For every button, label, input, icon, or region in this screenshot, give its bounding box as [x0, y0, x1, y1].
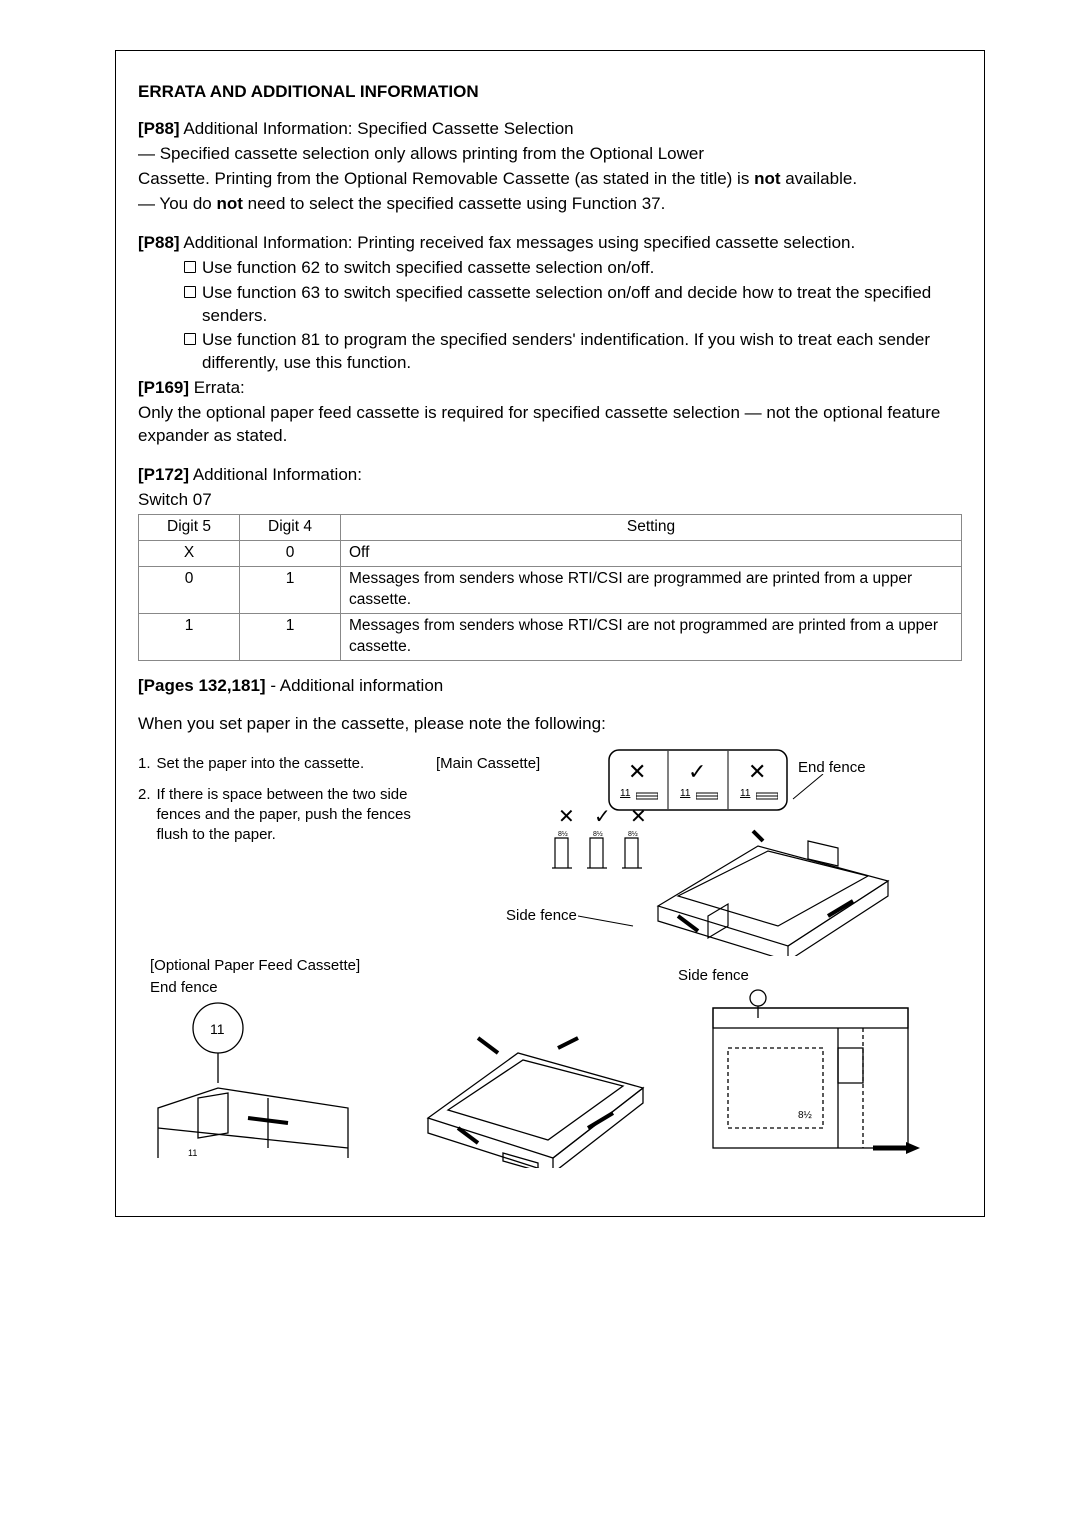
table-row: 0 1 Messages from senders whose RTI/CSI …: [139, 566, 962, 613]
page-title: ERRATA AND ADDITIONAL INFORMATION: [138, 81, 962, 104]
step-2: 2. If there is space between the two sid…: [138, 785, 438, 846]
cell-d4: 1: [240, 566, 341, 613]
svg-text:8½: 8½: [798, 1110, 813, 1121]
p172-switch: Switch 07: [138, 489, 962, 512]
th-digit4: Digit 4: [240, 515, 341, 541]
list-item: Use function 62 to switch specified cass…: [184, 257, 962, 280]
x-mark-icon: ✕: [558, 804, 575, 831]
p172-lead-text: Additional Information:: [189, 465, 362, 484]
list-item-text: Use function 63 to switch specified cass…: [202, 282, 962, 328]
p169-lead-text: Errata:: [189, 378, 245, 397]
list-item: Use function 81 to program the specified…: [184, 329, 962, 375]
cell-d4: 1: [240, 613, 341, 660]
pages132-lead-text: - Additional information: [266, 676, 444, 695]
p88a-l1b-a: Cassette. Printing from the Optional Rem…: [138, 169, 754, 188]
optional-cassette-iso-icon: [408, 998, 658, 1168]
page-frame: ERRATA AND ADDITIONAL INFORMATION [P88] …: [115, 50, 985, 1217]
x-mark-icon: ✕: [628, 757, 646, 787]
p169-lead: [P169] Errata:: [138, 377, 962, 400]
p88a-lead: [P88] Additional Information: Specified …: [138, 118, 962, 141]
end-fence-label-2: End fence: [150, 978, 218, 998]
cell-setting: Off: [341, 540, 962, 566]
pages132-lead: [Pages 132,181] - Additional information: [138, 675, 962, 698]
check-mark-icon: ✓: [688, 757, 706, 787]
step-number: 1.: [138, 754, 151, 774]
square-bullet-icon: [184, 286, 196, 298]
svg-text:11: 11: [188, 1148, 197, 1158]
p172-lead: [P172] Additional Information:: [138, 464, 962, 487]
cell-d5: 0: [139, 566, 240, 613]
p88a-lead-text: Additional Information: Specified Casset…: [180, 119, 574, 138]
p88b-lead: [P88] Additional Information: Printing r…: [138, 232, 962, 255]
main-cassette-label: [Main Cassette]: [436, 754, 540, 774]
square-bullet-icon: [184, 333, 196, 345]
leader-line-icon: [578, 911, 638, 931]
cell-setting: Messages from senders whose RTI/CSI are …: [341, 566, 962, 613]
p88a-tag: [P88]: [138, 119, 180, 138]
p88b-list: Use function 62 to switch specified cass…: [138, 257, 962, 376]
figure-area: 1. Set the paper into the cassette. 2. I…: [138, 746, 962, 1186]
p88a-line1b: Cassette. Printing from the Optional Rem…: [138, 168, 962, 191]
x-mark-icon: ✕: [748, 757, 766, 787]
step-text: If there is space between the two side f…: [157, 785, 438, 846]
table-row: X 0 Off: [139, 540, 962, 566]
list-item: Use function 63 to switch specified cass…: [184, 282, 962, 328]
p88a-l1b-bold: not: [754, 169, 780, 188]
side-fence-label: Side fence: [506, 906, 577, 926]
eighthalf-tiny: 8½: [593, 830, 603, 838]
main-cassette-drawing-icon: [638, 786, 908, 956]
switch-table: Digit 5 Digit 4 Setting X 0 Off 0 1 Mess…: [138, 514, 962, 661]
eighthalf-tiny: 8½: [558, 830, 568, 838]
p88a-l2a: — You do: [138, 194, 216, 213]
check-mark-icon: ✓: [594, 804, 611, 831]
side-fence-label-2: Side fence: [678, 966, 749, 986]
cell-d4: 0: [240, 540, 341, 566]
svg-text:11: 11: [210, 1021, 225, 1037]
p88a-l2b: need to select the specified cassette us…: [243, 194, 665, 213]
p172-tag: [P172]: [138, 465, 189, 484]
cell-setting: Messages from senders whose RTI/CSI are …: [341, 613, 962, 660]
th-setting: Setting: [341, 515, 962, 541]
optional-cassette-end-fence-icon: 11 11: [148, 998, 358, 1168]
pages132-tag: [Pages 132,181]: [138, 676, 266, 695]
p88a-l1b-c: available.: [781, 169, 858, 188]
cell-d5: X: [139, 540, 240, 566]
th-digit5: Digit 5: [139, 515, 240, 541]
p88b-tag: [P88]: [138, 233, 180, 252]
p88b-lead-text: Additional Information: Printing receive…: [180, 233, 856, 252]
optional-cassette-label: [Optional Paper Feed Cassette]: [150, 956, 360, 976]
eleven-label: 11: [620, 787, 630, 801]
steps-column: 1. Set the paper into the cassette. 2. I…: [138, 754, 438, 853]
p88a-line1a: — Specified cassette selection only allo…: [138, 143, 962, 166]
eighthalf-tiny: 8½: [628, 830, 638, 838]
cell-d5: 1: [139, 613, 240, 660]
step-1: 1. Set the paper into the cassette.: [138, 754, 438, 774]
step-text: Set the paper into the cassette.: [157, 754, 365, 774]
pages132-intro: When you set paper in the cassette, plea…: [138, 713, 962, 736]
square-bullet-icon: [184, 261, 196, 273]
list-item-text: Use function 62 to switch specified cass…: [202, 257, 654, 280]
table-row: 1 1 Messages from senders whose RTI/CSI …: [139, 613, 962, 660]
p88a-l2bold: not: [216, 194, 242, 213]
p88a-line2: — You do not need to select the specifie…: [138, 193, 962, 216]
optional-cassette-side-fence-icon: 8½: [698, 988, 928, 1168]
table-header-row: Digit 5 Digit 4 Setting: [139, 515, 962, 541]
list-item-text: Use function 81 to program the specified…: [202, 329, 962, 375]
step-number: 2.: [138, 785, 151, 846]
p169-body: Only the optional paper feed cassette is…: [138, 402, 962, 448]
p169-tag: [P169]: [138, 378, 189, 397]
